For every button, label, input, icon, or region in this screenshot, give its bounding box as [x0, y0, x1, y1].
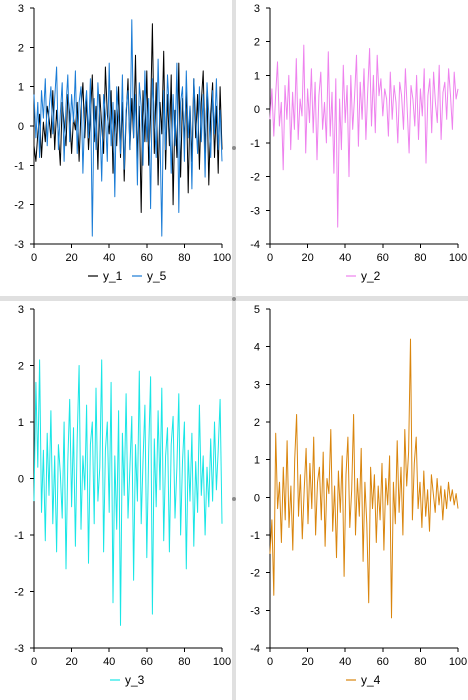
y-tick-label: -1 — [250, 530, 260, 542]
chart-panel-top-right: -4 -3 -2 -1 0 1 2 3 0 20 40 60 80 100 y_2 — [236, 0, 468, 296]
chart-panel-bottom-right: -4 -3 -2 -1 0 1 2 3 4 5 0 20 40 60 80 100 y_4 — [236, 301, 468, 700]
chart-top-right: -4 -3 -2 -1 0 1 2 3 0 20 40 60 80 100 y_2 — [250, 3, 467, 283]
series-line-y-2 — [269, 44, 459, 228]
x-tick-label: 40 — [339, 656, 351, 668]
y-tick-label: 3 — [18, 304, 24, 316]
x-tick-label: 100 — [449, 656, 467, 668]
x-tick-label: 0 — [267, 252, 273, 264]
x-tick-label: 60 — [377, 656, 389, 668]
legend-label: y_2 — [361, 269, 381, 283]
chart-bottom-left: -3 -2 -1 0 1 2 3 0 20 40 60 80 100 y_3 — [14, 304, 231, 687]
chart-panel-bottom-left: -3 -2 -1 0 1 2 3 0 20 40 60 80 100 y_3 — [0, 301, 232, 700]
y-tick-label: -2 — [14, 200, 24, 212]
legend-label: y_3 — [125, 673, 145, 687]
y-tick-label: 1 — [254, 455, 260, 467]
y-tick-label: 0 — [254, 492, 260, 504]
series-line-y-1 — [33, 23, 223, 213]
splitter-grip-top[interactable] — [232, 146, 236, 150]
chart-bottom-right: -4 -3 -2 -1 0 1 2 3 4 5 0 20 40 60 80 100 y_4 — [250, 304, 467, 687]
y-tick-label: 0 — [18, 474, 24, 486]
x-tick-label: 0 — [31, 252, 37, 264]
y-tick-label: -3 — [250, 205, 260, 217]
y-tick-label: -2 — [14, 587, 24, 599]
x-tick-label: 40 — [103, 252, 115, 264]
y-tick-label: 0 — [18, 121, 24, 133]
y-tick-label: 1 — [18, 82, 24, 94]
series-line-y-4 — [269, 338, 459, 619]
y-tick-label: 5 — [254, 304, 260, 316]
y-tick-label: 1 — [254, 70, 260, 82]
y-tick-label: 2 — [18, 42, 24, 54]
y-tick-label: -2 — [250, 172, 260, 184]
x-tick-label: 80 — [414, 656, 426, 668]
splitter-grip-bottom[interactable] — [232, 497, 236, 501]
x-tick-label: 60 — [377, 252, 389, 264]
x-tick-label: 100 — [213, 252, 231, 264]
x-tick-label: 20 — [301, 656, 313, 668]
y-tick-label: -1 — [14, 160, 24, 172]
y-tick-label: 4 — [254, 342, 260, 354]
y-tick-label: -3 — [14, 239, 24, 251]
series-line-y-3 — [33, 359, 223, 626]
y-tick-label: 3 — [254, 3, 260, 15]
x-tick-label: 80 — [414, 252, 426, 264]
x-tick-label: 20 — [65, 252, 77, 264]
x-tick-label: 0 — [31, 656, 37, 668]
y-tick-label: 2 — [254, 417, 260, 429]
y-tick-label: -1 — [14, 530, 24, 542]
y-tick-label: -4 — [250, 239, 260, 251]
y-tick-label: -4 — [250, 643, 260, 655]
y-tick-label: 2 — [18, 361, 24, 373]
series-line-y-5 — [33, 19, 223, 237]
x-tick-label: 100 — [213, 656, 231, 668]
x-tick-label: 40 — [103, 656, 115, 668]
splitter-grip-center[interactable] — [232, 297, 236, 301]
y-tick-label: -2 — [250, 568, 260, 580]
legend-label: y_5 — [147, 269, 167, 283]
y-tick-label: -3 — [250, 605, 260, 617]
x-tick-label: 0 — [267, 656, 273, 668]
x-tick-label: 20 — [65, 656, 77, 668]
y-tick-label: -3 — [14, 643, 24, 655]
legend-label: y_4 — [361, 673, 381, 687]
x-tick-label: 80 — [178, 252, 190, 264]
x-tick-label: 60 — [141, 252, 153, 264]
x-tick-label: 80 — [178, 656, 190, 668]
y-tick-label: 3 — [254, 379, 260, 391]
x-tick-label: 60 — [141, 656, 153, 668]
y-tick-label: 2 — [254, 37, 260, 49]
x-tick-label: 100 — [449, 252, 467, 264]
x-tick-label: 40 — [339, 252, 351, 264]
y-tick-label: 3 — [18, 3, 24, 15]
legend-label: y_1 — [103, 269, 123, 283]
chart-top-left: -3 -2 -1 0 1 2 3 0 20 40 60 80 100 y_1 y_5 — [14, 3, 231, 283]
chart-panel-top-left: -3 -2 -1 0 1 2 3 0 20 40 60 80 100 y_1 y_5 — [0, 0, 232, 296]
y-tick-label: 1 — [18, 417, 24, 429]
x-tick-label: 20 — [301, 252, 313, 264]
y-tick-label: -1 — [250, 138, 260, 150]
y-tick-label: 0 — [254, 104, 260, 116]
vertical-splitter[interactable] — [232, 0, 236, 700]
